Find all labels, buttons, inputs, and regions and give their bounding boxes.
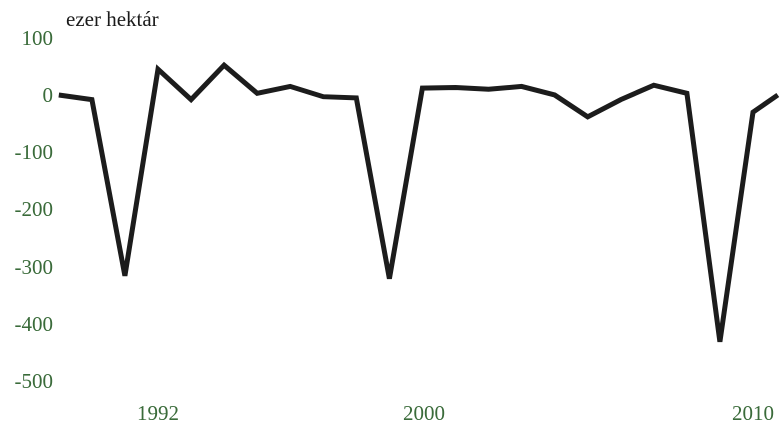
y-axis-label: ezer hektár [66, 7, 159, 31]
y-tick-label: -500 [15, 369, 54, 393]
y-tick-label: 0 [43, 83, 54, 107]
series-line [58, 61, 780, 343]
y-tick-label: -100 [15, 140, 54, 164]
y-tick-label: -200 [15, 197, 54, 221]
x-tick-label: 2000 [403, 401, 445, 425]
x-tick-label: 1992 [137, 401, 179, 425]
y-tick-label: -300 [15, 255, 54, 279]
x-tick-label: 2010 [732, 401, 774, 425]
x-tick-labels: 1992 2000 2010 [137, 401, 774, 425]
y-tick-labels: 100 0 -100 -200 -300 -400 -500 [15, 26, 54, 393]
y-tick-label: -400 [15, 312, 54, 336]
y-tick-label: 100 [22, 26, 54, 50]
